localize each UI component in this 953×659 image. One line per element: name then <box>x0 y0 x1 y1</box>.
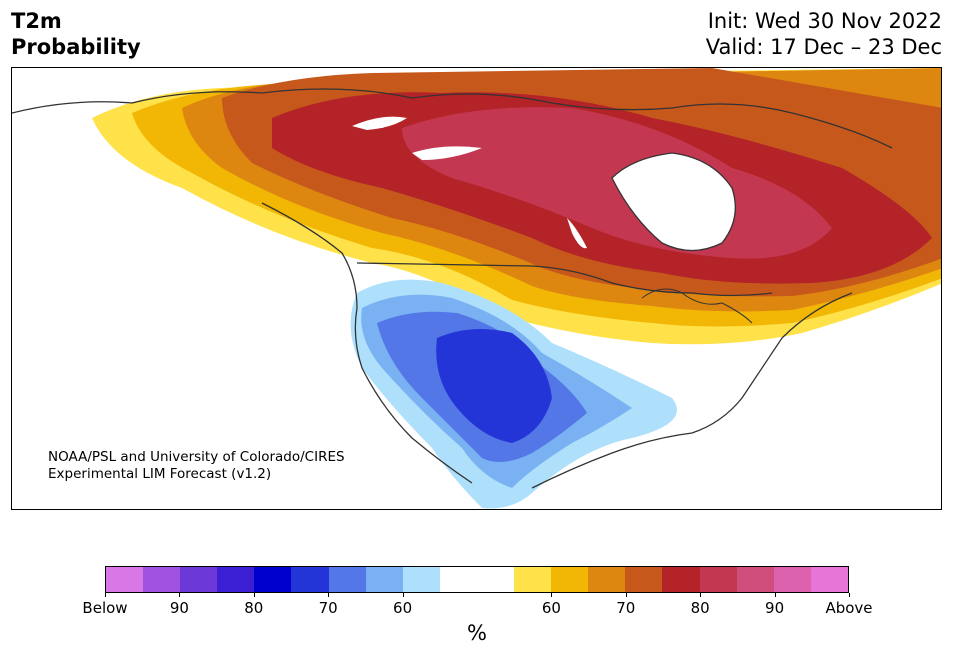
hudson-bay <box>611 152 736 252</box>
colorbar <box>105 566 849 593</box>
colorbar-tick-mark <box>328 593 330 597</box>
valid-date: Valid: 17 Dec – 23 Dec <box>705 35 942 59</box>
colorbar-tick-mark <box>179 593 181 597</box>
colorbar-tick-label: 60 <box>541 599 561 617</box>
credit-text: NOAA/PSL and University of Colorado/CIRE… <box>48 449 345 483</box>
colorbar-tick-mark <box>105 593 106 597</box>
colorbar-tick-label: Above <box>825 599 873 617</box>
colorbar-swatch <box>810 567 848 592</box>
great-slave-lake <box>412 146 482 160</box>
colorbar-swatch <box>773 567 811 592</box>
colorbar-tick-label: 90 <box>169 599 189 617</box>
colorbar-tick-mark <box>625 593 627 597</box>
colorbar-tick-mark <box>551 593 553 597</box>
colorbar-swatch <box>476 567 515 592</box>
great-lakes <box>641 288 753 324</box>
title-line-1: T2m <box>11 9 62 33</box>
colorbar-swatch <box>291 567 329 592</box>
colorbar-swatch <box>662 567 700 592</box>
colorbar-tick-mark <box>253 593 255 597</box>
colorbar-swatch <box>106 567 144 592</box>
colorbar-swatch <box>217 567 255 592</box>
colorbar-swatch <box>254 567 292 592</box>
colorbar-swatch <box>551 567 589 592</box>
colorbar-swatch <box>699 567 737 592</box>
colorbar-swatch <box>588 567 626 592</box>
map-title: T2m Probability <box>11 8 141 60</box>
colorbar-tick-mark <box>849 593 850 597</box>
colorbar-tick-label: 60 <box>393 599 413 617</box>
colorbar-swatch <box>143 567 181 592</box>
colorbar-tick-label: 70 <box>616 599 636 617</box>
gulf-coast <box>531 292 853 489</box>
colorbar-swatch <box>365 567 403 592</box>
forecast-map <box>11 67 942 510</box>
colorbar-swatch <box>180 567 218 592</box>
lake-winnipeg <box>567 218 587 249</box>
colorbar-swatch <box>328 567 366 592</box>
colorbar-tick-mark <box>402 593 404 597</box>
colorbar-swatch <box>625 567 663 592</box>
credit-line-2: Experimental LIM Forecast (v1.2) <box>48 466 272 482</box>
title-line-2: Probability <box>11 35 141 59</box>
init-date: Init: Wed 30 Nov 2022 <box>707 9 942 33</box>
map-canvas <box>12 68 941 509</box>
us-canada-border <box>356 262 773 297</box>
colorbar-swatch <box>514 567 552 592</box>
north-coast <box>12 88 893 149</box>
west-coast <box>261 202 473 484</box>
colorbar-unit: % <box>467 621 487 645</box>
colorbar-swatch <box>402 567 440 592</box>
colorbar-tick-label: Below <box>82 599 128 617</box>
colorbar-tick-label: 80 <box>690 599 710 617</box>
colorbar-tick-label: 80 <box>244 599 264 617</box>
credit-line-1: NOAA/PSL and University of Colorado/CIRE… <box>48 449 345 465</box>
colorbar-swatch <box>439 567 477 592</box>
great-bear-lake <box>352 116 407 130</box>
colorbar-swatch <box>736 567 774 592</box>
colorbar-tick-label: 90 <box>765 599 785 617</box>
colorbar-tick-label: 70 <box>318 599 338 617</box>
cold-band-75 <box>436 329 552 443</box>
colorbar-tick-mark <box>774 593 776 597</box>
colorbar-tick-mark <box>700 593 702 597</box>
forecast-dates: Init: Wed 30 Nov 2022 Valid: 17 Dec – 23… <box>706 8 942 60</box>
